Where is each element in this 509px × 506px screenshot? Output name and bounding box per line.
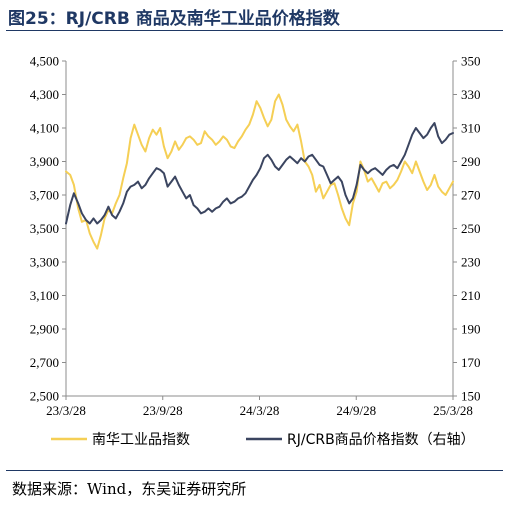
right-tick-label: 210 [461, 288, 481, 303]
left-tick-label: 3,500 [30, 221, 59, 236]
right-tick-label: 190 [461, 322, 481, 337]
title-rule [6, 30, 503, 31]
right-tick-label: 150 [461, 389, 481, 404]
left-tick-label: 4,500 [30, 54, 59, 69]
x-tick-label: 23/9/28 [143, 403, 183, 418]
right-tick-label: 350 [461, 54, 481, 69]
series-line-2 [65, 122, 454, 225]
left-tick-label: 3,900 [30, 154, 59, 169]
right-tick-label: 310 [461, 121, 481, 136]
right-tick-label: 170 [461, 355, 481, 370]
source-note: 数据来源：Wind，东吴证券研究所 [12, 480, 247, 498]
legend-label-2: RJ/CRB商品价格指数（右轴） [287, 432, 475, 448]
x-tick-label: 25/3/28 [433, 403, 473, 418]
right-tick-label: 230 [461, 255, 481, 270]
footer-rule [6, 470, 503, 471]
chart-area: 2,500 2,700 2,900 3,100 3,300 3,500 3,700 3,900… [30, 54, 481, 449]
left-tick-label: 4,100 [30, 121, 59, 136]
series-line-1 [65, 93, 454, 250]
x-tick-label: 24/9/28 [336, 403, 376, 418]
legend-label-1: 南华工业品指数 [92, 432, 190, 448]
right-tick-label: 330 [461, 87, 481, 102]
chart-title: 图25：RJ/CRB 商品及南华工业品价格指数 [8, 9, 340, 29]
x-tick-label: 24/3/28 [240, 403, 280, 418]
right-tick-label: 270 [461, 188, 481, 203]
left-tick-label: 2,700 [30, 355, 59, 370]
left-tick-label: 4,300 [30, 87, 59, 102]
right-tick-label: 250 [461, 221, 481, 236]
left-tick-label: 3,300 [30, 255, 59, 270]
x-tick-label: 23/3/28 [46, 403, 86, 418]
left-tick-label: 2,500 [30, 389, 59, 404]
left-tick-label: 3,100 [30, 288, 59, 303]
left-tick-label: 3,700 [30, 188, 59, 203]
right-tick-label: 290 [461, 154, 481, 169]
left-tick-label: 2,900 [30, 322, 59, 337]
